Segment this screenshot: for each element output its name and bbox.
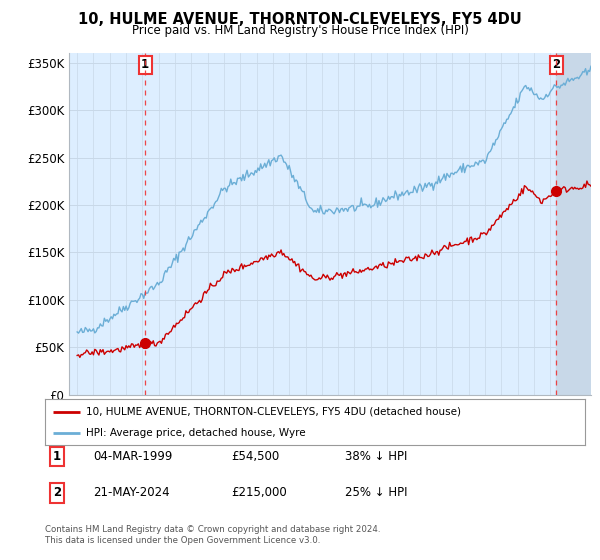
Text: £54,500: £54,500 <box>231 450 279 463</box>
Text: 38% ↓ HPI: 38% ↓ HPI <box>345 450 407 463</box>
Text: 10, HULME AVENUE, THORNTON-CLEVELEYS, FY5 4DU (detached house): 10, HULME AVENUE, THORNTON-CLEVELEYS, FY… <box>86 407 461 417</box>
Text: 25% ↓ HPI: 25% ↓ HPI <box>345 486 407 500</box>
Text: £215,000: £215,000 <box>231 486 287 500</box>
Bar <box>556 53 591 395</box>
Text: HPI: Average price, detached house, Wyre: HPI: Average price, detached house, Wyre <box>86 428 305 438</box>
Text: 1: 1 <box>141 58 149 71</box>
Text: 10, HULME AVENUE, THORNTON-CLEVELEYS, FY5 4DU: 10, HULME AVENUE, THORNTON-CLEVELEYS, FY… <box>78 12 522 27</box>
Text: 2: 2 <box>53 486 61 500</box>
Text: Price paid vs. HM Land Registry's House Price Index (HPI): Price paid vs. HM Land Registry's House … <box>131 24 469 37</box>
Text: Contains HM Land Registry data © Crown copyright and database right 2024.
This d: Contains HM Land Registry data © Crown c… <box>45 525 380 545</box>
Text: 04-MAR-1999: 04-MAR-1999 <box>93 450 172 463</box>
Text: 21-MAY-2024: 21-MAY-2024 <box>93 486 170 500</box>
Text: 1: 1 <box>53 450 61 463</box>
Text: 2: 2 <box>553 58 560 71</box>
